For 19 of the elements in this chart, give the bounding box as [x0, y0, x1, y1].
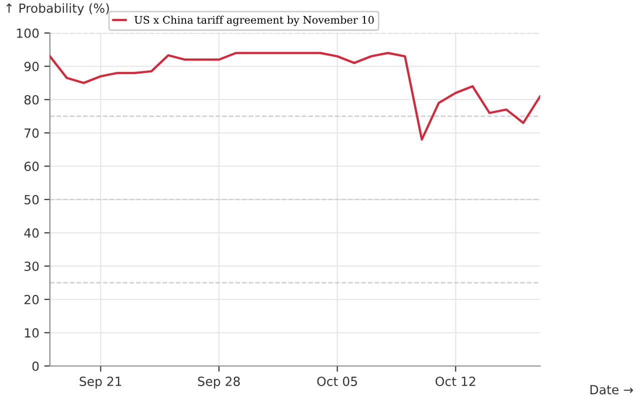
x-tick-label: Sep 21 — [80, 376, 122, 389]
legend-label: US x China tariff agreement by November 10 — [134, 16, 374, 26]
y-tick-label: 30 — [24, 262, 39, 272]
y-tick-label: 50 — [24, 194, 39, 204]
x-tick-label: Oct 05 — [317, 376, 357, 386]
x-axis-title: Date → — [590, 385, 633, 394]
x-tick-label: Oct 12 — [436, 376, 476, 386]
line-series — [50, 52, 540, 141]
y-axis-title: ↑ Probability (%) — [6, 3, 109, 16]
y-tick-label: 40 — [24, 228, 39, 238]
y-tick-label: 90 — [24, 62, 39, 72]
x-tick-label: Sep 28 — [198, 376, 240, 389]
y-tick-label: 0 — [32, 361, 39, 371]
y-tick-label: 20 — [24, 294, 39, 304]
y-tick-label: 80 — [24, 95, 39, 105]
y-tick-label: 100 — [17, 28, 39, 38]
y-tick-label: 10 — [24, 328, 39, 338]
y-tick-label: 60 — [24, 162, 39, 172]
y-tick-label: 70 — [24, 128, 39, 138]
